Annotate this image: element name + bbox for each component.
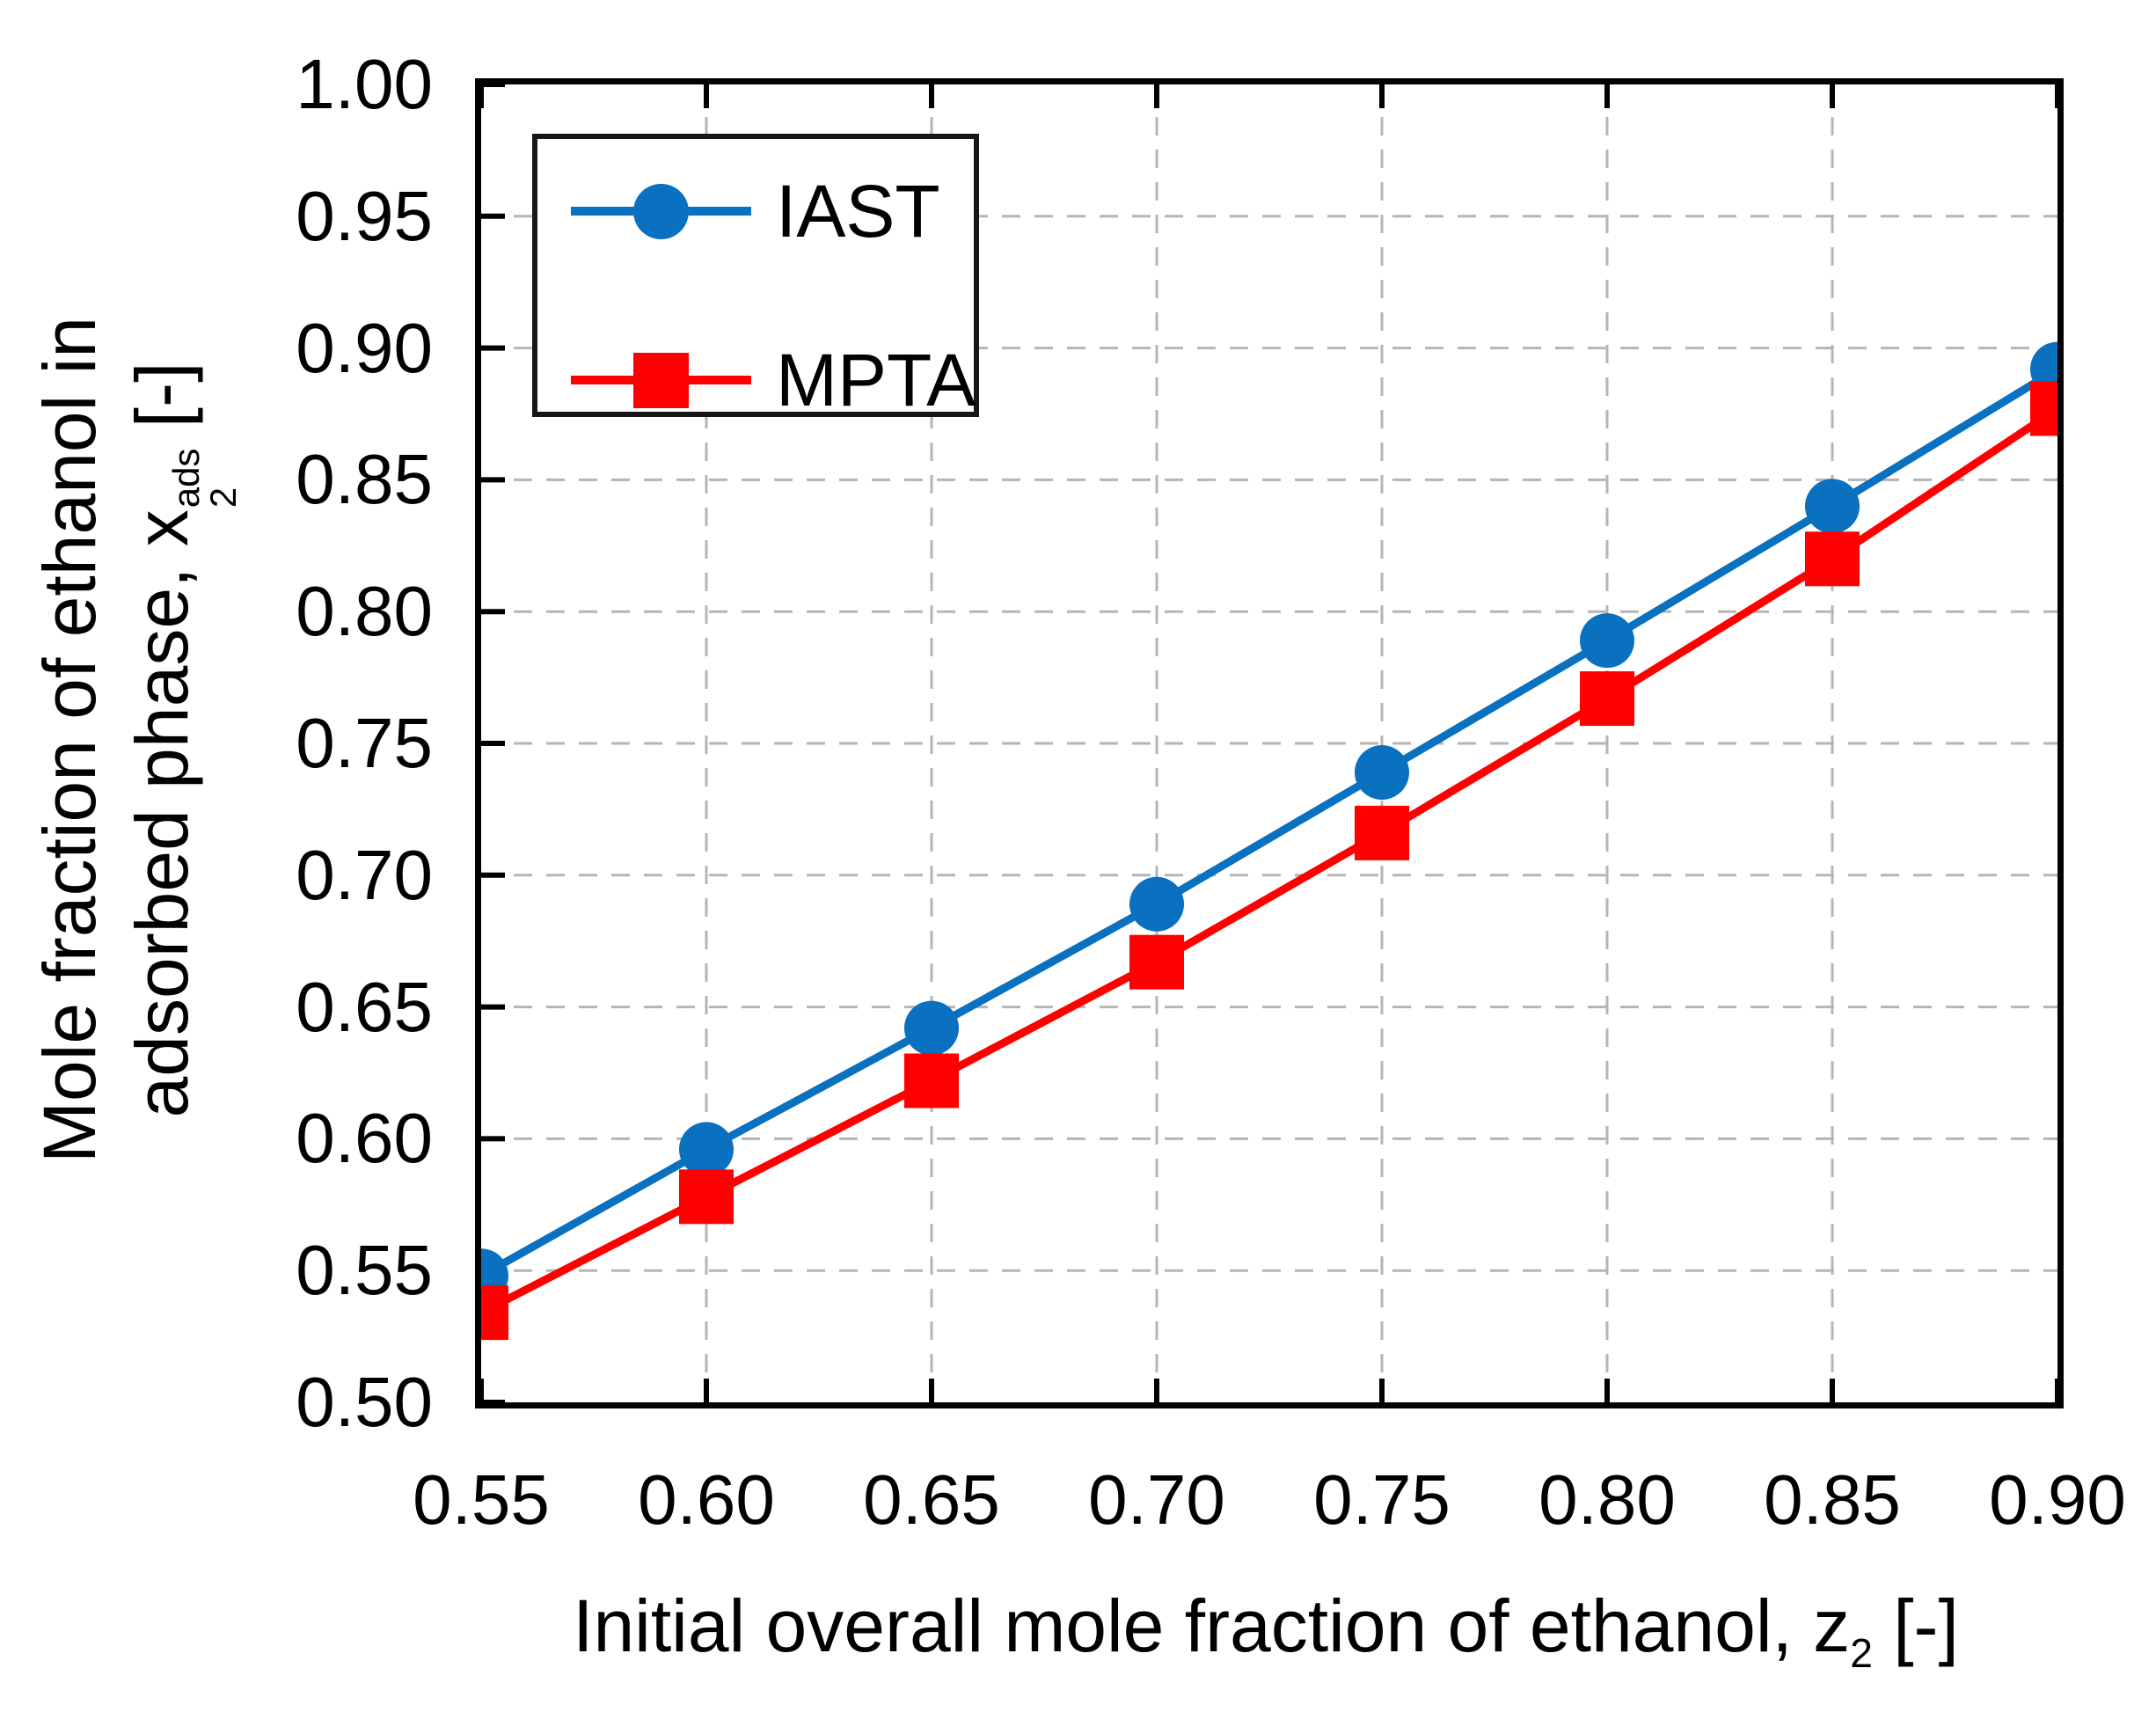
y-tick-label: 0.50 (296, 1363, 433, 1441)
y-tick-label: 0.70 (296, 835, 433, 914)
iast-data-marker (1580, 613, 1634, 669)
iast-data-marker (1805, 479, 1860, 534)
y-tick-label: 0.85 (296, 440, 433, 519)
iast-series-line (481, 365, 2057, 1280)
mpta-data-marker (481, 1285, 508, 1341)
y-axis-title-line2: adsorbed phase, x ads 2 [-] (116, 150, 245, 1329)
iast-data-marker (679, 1122, 734, 1177)
x-axis-subscript: 2 (1850, 1629, 1873, 1676)
mpta-data-marker (1805, 531, 1860, 587)
x-tick-label: 0.90 (1989, 1460, 2126, 1539)
x-tick-label: 0.70 (1088, 1460, 1225, 1539)
y-tick-label: 0.60 (296, 1099, 433, 1178)
plot-area: IAST MPTA (475, 78, 2064, 1408)
y-axis-title-line1: Mole fraction of ethanol in (28, 317, 111, 1163)
mpta-series-line (481, 405, 2057, 1317)
legend-item-mpta: MPTA (571, 327, 976, 433)
x-axis-title-units: [-] (1872, 1584, 1959, 1667)
y-axis-superscript: ads (164, 448, 207, 508)
mpta-square-marker-icon (633, 353, 689, 408)
y-axis-subscript: 2 (202, 487, 245, 508)
iast-data-marker (1129, 876, 1184, 932)
y-tick-label: 1.00 (296, 45, 433, 123)
mpta-data-marker (1355, 805, 1409, 860)
x-tick-label: 0.75 (1313, 1460, 1451, 1539)
iast-data-marker (1355, 744, 1409, 800)
x-axis-title: Initial overall mole fraction of ethanol… (478, 1584, 2054, 1677)
y-axis-title-units: [-] (121, 362, 203, 449)
iast-swatch (571, 158, 751, 264)
y-tick-label: 0.95 (296, 176, 433, 255)
x-axis-title-text: Initial overall mole fraction of ethanol… (573, 1584, 1851, 1667)
iast-circle-marker-icon (633, 184, 689, 239)
x-tick-label: 0.60 (638, 1460, 775, 1539)
mpta-data-marker (1129, 934, 1184, 990)
y-tick-label: 0.75 (296, 704, 433, 782)
x-tick-label: 0.55 (413, 1460, 550, 1539)
x-tick-label: 0.65 (863, 1460, 1000, 1539)
mpta-data-marker (2030, 381, 2057, 436)
y-tick-label: 0.90 (296, 308, 433, 387)
mpta-data-marker (679, 1169, 734, 1225)
legend-label-mpta: MPTA (776, 338, 976, 421)
y-axis-variable-subsup: ads 2 (164, 448, 245, 508)
legend-label-iast: IAST (776, 169, 940, 252)
mpta-data-marker (904, 1053, 959, 1108)
mpta-swatch (571, 327, 751, 433)
plot-svg (481, 84, 2057, 1402)
mpta-data-marker (1580, 671, 1634, 727)
iast-data-marker (904, 1000, 959, 1056)
y-tick-label: 0.65 (296, 967, 433, 1046)
legend-item-iast: IAST (571, 158, 974, 264)
x-tick-label: 0.85 (1764, 1460, 1901, 1539)
y-tick-label: 0.55 (296, 1231, 433, 1310)
y-axis-title: Mole fraction of ethanol in adsorbed pha… (24, 150, 244, 1329)
x-tick-label: 0.80 (1538, 1460, 1676, 1539)
y-tick-label: 0.80 (296, 572, 433, 651)
y-axis-title-line2-text: adsorbed phase, x (121, 509, 203, 1118)
legend: IAST MPTA (532, 134, 979, 421)
